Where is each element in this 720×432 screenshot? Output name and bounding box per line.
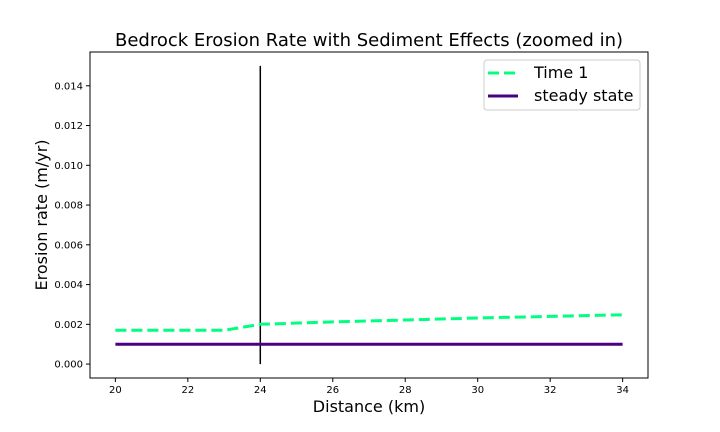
x-tick-label: 30 bbox=[471, 385, 484, 396]
x-axis: 20 22 24 26 28 30 32 34 bbox=[109, 378, 629, 396]
y-tick-label: 0.004 bbox=[54, 280, 83, 291]
x-tick-label: 32 bbox=[544, 385, 557, 396]
y-axis: 0.000 0.002 0.004 0.006 0.008 0.010 0.012 0.014 bbox=[54, 81, 90, 371]
legend-label-steady-state: steady state bbox=[534, 86, 634, 105]
y-tick-label: 0.002 bbox=[54, 320, 83, 331]
legend: Time 1 steady state bbox=[483, 59, 641, 111]
y-tick-label: 0.012 bbox=[54, 121, 83, 132]
chart-title: Bedrock Erosion Rate with Sediment Effec… bbox=[115, 30, 623, 51]
y-tick-label: 0.006 bbox=[54, 240, 83, 251]
x-tick-label: 22 bbox=[181, 385, 194, 396]
x-tick-label: 20 bbox=[109, 385, 122, 396]
x-axis-title: Distance (km) bbox=[313, 397, 425, 416]
plot-area-frame bbox=[89, 51, 649, 379]
legend-label-time-1: Time 1 bbox=[533, 63, 588, 82]
legend-box bbox=[483, 59, 641, 111]
x-tick-label: 26 bbox=[326, 385, 339, 396]
series-layer bbox=[115, 65, 623, 365]
series-line-time-1 bbox=[115, 313, 623, 332]
y-tick-label: 0.008 bbox=[54, 201, 83, 212]
y-tick-label: 0.014 bbox=[54, 81, 83, 92]
y-tick-label: 0.010 bbox=[54, 161, 83, 172]
x-tick-label: 24 bbox=[254, 385, 267, 396]
x-tick-label: 34 bbox=[616, 385, 629, 396]
y-tick-label: 0.000 bbox=[54, 360, 83, 371]
y-axis-title: Erosion rate (m/yr) bbox=[32, 139, 51, 290]
x-tick-label: 28 bbox=[399, 385, 412, 396]
